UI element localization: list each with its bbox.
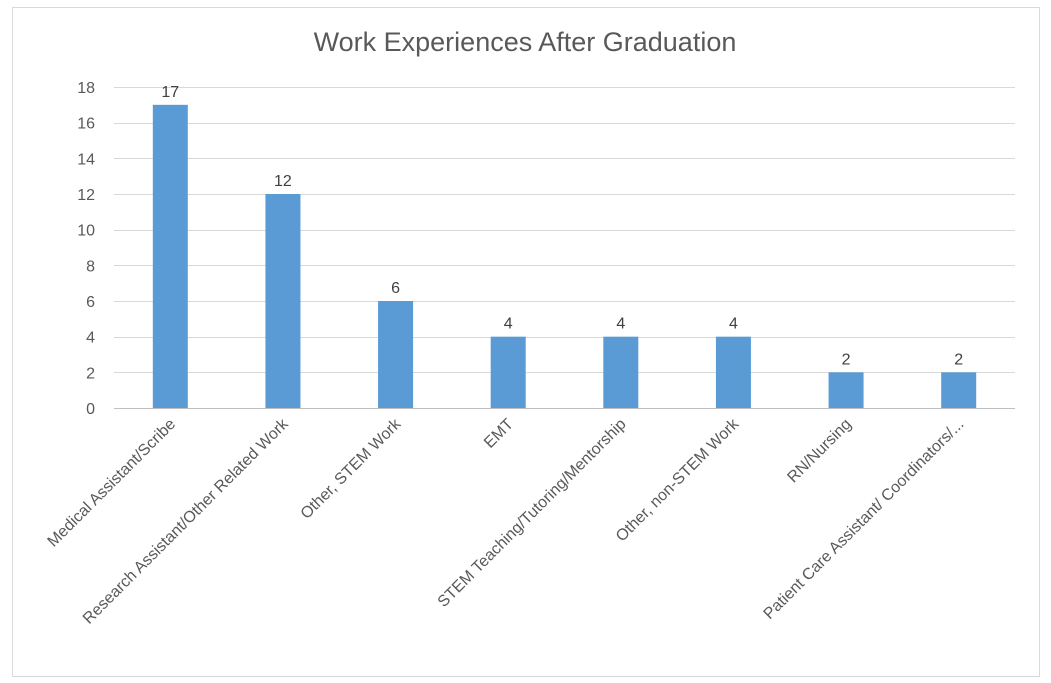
bar — [378, 301, 414, 408]
bar — [828, 372, 864, 408]
data-label: 12 — [274, 173, 292, 190]
data-label: 4 — [504, 316, 513, 333]
y-tick-label: 4 — [86, 330, 95, 347]
y-axis-tick-labels: 0 2 4 6 8 10 12 14 16 18 — [77, 80, 95, 418]
y-tick-label: 16 — [77, 116, 95, 133]
y-tick-label: 6 — [86, 294, 95, 311]
data-label: 4 — [616, 316, 625, 333]
gridlines — [114, 87, 1015, 409]
data-label: 17 — [161, 84, 179, 101]
y-tick-label: 10 — [77, 223, 95, 240]
bars — [152, 104, 977, 408]
y-tick-label: 18 — [77, 80, 95, 97]
y-tick-label: 14 — [77, 151, 95, 168]
bar — [603, 336, 639, 408]
bar — [715, 336, 751, 408]
y-tick-label: 2 — [86, 365, 95, 382]
data-labels: 17 12 6 4 4 4 2 2 — [161, 84, 963, 369]
bar — [490, 336, 526, 408]
chart-title: Work Experiences After Graduation — [314, 27, 737, 57]
data-label: 2 — [954, 351, 963, 368]
bar — [265, 194, 301, 408]
y-tick-label: 0 — [86, 401, 95, 418]
bar — [941, 372, 977, 408]
data-label: 6 — [391, 280, 400, 297]
bar — [152, 104, 188, 408]
y-tick-label: 8 — [86, 258, 95, 275]
data-label: 2 — [842, 351, 851, 368]
y-tick-label: 12 — [77, 187, 95, 204]
data-label: 4 — [729, 316, 738, 333]
